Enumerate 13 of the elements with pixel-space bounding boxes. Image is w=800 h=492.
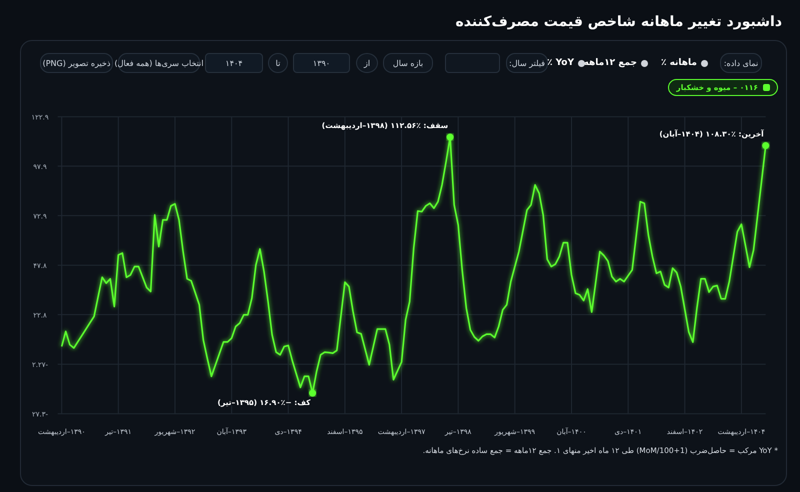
text: تا <box>268 53 288 73</box>
chart-title: داشبورد تغییر ماهانه شاخص قیمت مصرف‌کننده <box>456 14 782 30</box>
text: YoY ٪ <box>546 57 575 70</box>
text: انتخاب سری‌ها (همه فعال) <box>114 58 204 70</box>
text: فیلتر سال: <box>506 53 548 73</box>
text: جمع ۱۲ماهه <box>584 57 638 70</box>
text: ۱۳۹۰ <box>293 53 350 73</box>
text: بازه سال <box>383 53 433 73</box>
text: ماهانه ٪ <box>660 57 698 70</box>
text: از <box>356 53 378 73</box>
text: ۱۴۰۴ <box>205 53 263 73</box>
text: ذخیره تصویر (PNG) <box>40 53 113 73</box>
text: نمای داده: <box>720 53 762 73</box>
